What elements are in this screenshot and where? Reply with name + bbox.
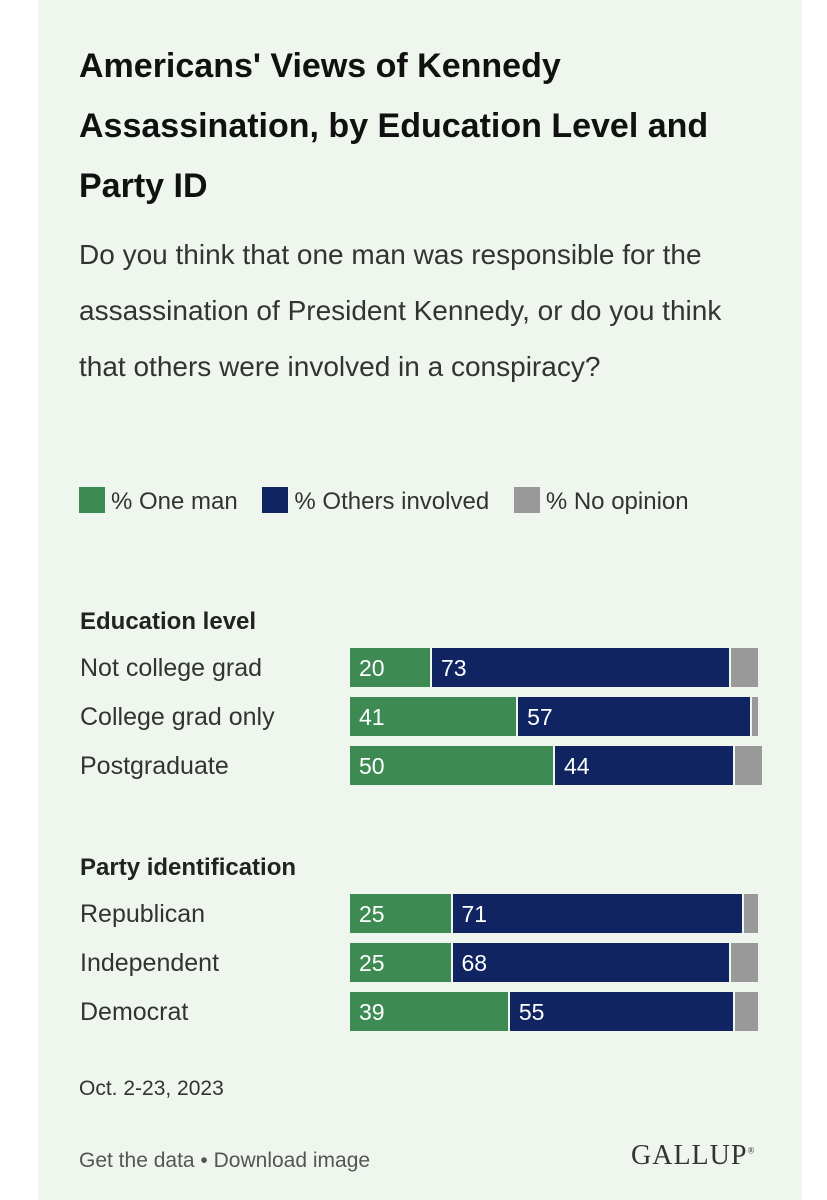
data-label: 73 [441, 655, 467, 681]
bar-segment-others-involved: 55 [509, 992, 734, 1031]
get-data-link[interactable]: Get the data [79, 1149, 195, 1172]
stacked-bar: 25 71 [350, 894, 760, 933]
data-label: 25 [359, 950, 385, 976]
legend-label: % Others involved [294, 488, 490, 515]
group-header: Education level [80, 608, 257, 635]
legend-swatch-one-man [79, 487, 105, 513]
download-image-link[interactable]: Download image [213, 1149, 371, 1172]
bar-segment-others-involved: 44 [555, 746, 734, 785]
bar-segment-one-man: 41 [350, 697, 517, 736]
data-label: 50 [359, 753, 385, 779]
bar-segment-no-opinion [743, 894, 758, 933]
data-label: 20 [359, 655, 385, 681]
bar-segment-one-man: 50 [350, 746, 553, 785]
data-label: 25 [359, 901, 385, 927]
bar-segment-one-man: 39 [350, 992, 508, 1031]
bar-segment-no-opinion [735, 746, 763, 785]
legend-item-no-opinion: % No opinion [513, 487, 689, 515]
stacked-bar: 50 44 [350, 746, 763, 785]
data-label: 57 [527, 704, 553, 730]
legend-label: % One man [111, 488, 238, 515]
gallup-logo: GALLUP® [631, 1140, 756, 1171]
footer-separator: • [194, 1149, 214, 1172]
legend-item-others-involved: % Others involved [262, 487, 490, 515]
stacked-bar: 41 57 [350, 697, 760, 736]
bar-segment-no-opinion [751, 697, 758, 736]
row-label: Independent [80, 949, 220, 977]
legend-swatch-others-involved [262, 487, 289, 513]
legend: % One man % Others involved % No opinion [79, 481, 719, 523]
data-label: 41 [359, 704, 385, 730]
data-label: 39 [359, 999, 385, 1025]
date-footnote: Oct. 2-23, 2023 [79, 1077, 224, 1100]
bar-segment-no-opinion [731, 648, 758, 687]
data-label: 68 [461, 950, 488, 976]
footer-links: Get the data • Download image [79, 1149, 370, 1173]
bar-segment-others-involved: 73 [432, 648, 730, 687]
chart-subtitle: Do you think that one man was responsibl… [79, 239, 722, 382]
stacked-bar: 20 73 [350, 648, 760, 687]
bar-segment-one-man: 25 [350, 943, 451, 982]
row-label: Postgraduate [80, 752, 229, 780]
bar-segment-no-opinion [731, 943, 758, 982]
data-label: 44 [564, 753, 590, 779]
legend-item-one-man: % One man [79, 487, 238, 515]
row-label: College grad only [80, 703, 275, 731]
bar-segment-one-man: 25 [350, 894, 451, 933]
stacked-bar: 25 68 [350, 943, 760, 982]
row-label: Not college grad [80, 654, 263, 682]
bar-segment-others-involved: 68 [452, 943, 730, 982]
data-label: 71 [461, 901, 488, 927]
row-label: Democrat [80, 998, 189, 1026]
bar-segment-others-involved: 57 [518, 697, 750, 736]
chart-title: Americans' Views of Kennedy Assassinatio… [79, 47, 709, 205]
bar-segment-one-man: 20 [350, 648, 430, 687]
bar-segment-no-opinion [735, 992, 758, 1031]
data-label: 55 [518, 999, 545, 1025]
stacked-bar: 39 55 [350, 992, 760, 1031]
legend-swatch-no-opinion [513, 487, 540, 513]
group-header: Party identification [80, 854, 297, 881]
row-label: Republican [80, 900, 206, 928]
legend-label: % No opinion [545, 488, 689, 515]
bar-segment-others-involved: 71 [452, 894, 742, 933]
